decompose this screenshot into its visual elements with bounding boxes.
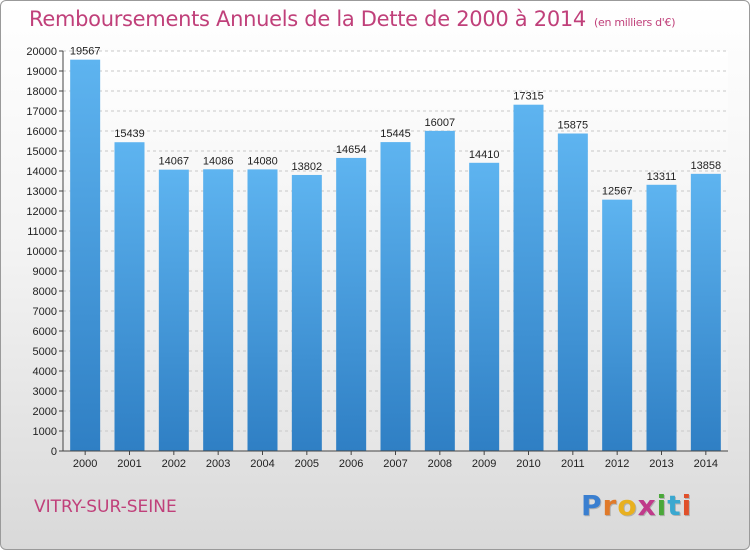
y-tick-label: 19000: [26, 66, 57, 78]
bar-value-label: 15875: [558, 120, 589, 132]
bar-2005: [291, 174, 322, 451]
logo-letter: r: [602, 489, 618, 522]
bar-value-label: 13802: [292, 161, 323, 173]
y-tick-label: 11000: [27, 226, 57, 238]
chart-subtitle: (en milliers d'€): [594, 16, 676, 29]
y-tick-label: 4000: [33, 366, 57, 378]
logo-letter: i: [681, 489, 693, 522]
x-tick-label: 2011: [561, 458, 585, 470]
x-tick-label: 2014: [694, 458, 718, 470]
bar-value-label: 14654: [336, 144, 367, 156]
x-tick-label: 2008: [428, 458, 452, 470]
bar-2002: [158, 169, 189, 451]
y-tick-label: 3000: [33, 386, 57, 398]
y-tick-label: 12000: [26, 206, 57, 218]
y-tick-label: 15000: [26, 146, 57, 158]
bar-2009: [469, 162, 500, 452]
bar-value-label: 15445: [380, 128, 411, 140]
logo-letter: o: [617, 489, 638, 522]
x-tick-label: 2003: [206, 458, 230, 470]
y-tick-label: 10000: [26, 246, 57, 258]
bar-value-label: 14410: [469, 149, 500, 161]
x-tick-label: 2002: [162, 458, 186, 470]
chart-title: Remboursements Annuels de la Dette de 20…: [29, 7, 675, 31]
bar-2003: [203, 169, 234, 451]
x-tick-label: 2000: [73, 458, 97, 470]
logo-letter: i: [656, 489, 668, 522]
y-tick-label: 17000: [26, 106, 57, 118]
logo-letter: x: [637, 489, 657, 522]
y-tick-label: 2000: [33, 406, 57, 418]
bar-value-label: 13858: [691, 160, 722, 172]
bars: 19567 15439 14067 14086 14080 13802 14654 15445…: [70, 46, 722, 452]
logo-letter: t: [667, 489, 682, 522]
bar-2010: [513, 104, 544, 451]
logo-letter: P: [581, 489, 603, 522]
bar-value-label: 15439: [114, 128, 145, 140]
bar-2006: [336, 157, 367, 452]
y-tick-label: 6000: [33, 326, 57, 338]
bar-2001: [114, 142, 145, 451]
bar-value-label: 14067: [159, 156, 190, 168]
y-tick-label: 18000: [26, 86, 57, 98]
y-tick-label: 5000: [33, 346, 57, 358]
x-tick-label: 2005: [295, 458, 319, 470]
bar-value-label: 14080: [247, 155, 278, 167]
x-tick-label: 2004: [250, 458, 274, 470]
bar-value-label: 12567: [602, 186, 633, 198]
proxiti-logo[interactable]: Proxiti: [581, 489, 692, 522]
x-tick-label: 2001: [117, 458, 141, 470]
bar-value-label: 16007: [425, 117, 456, 129]
bar-value-label: 19567: [70, 46, 101, 58]
bar-2000: [70, 59, 101, 451]
chart-title-text: Remboursements Annuels de la Dette de 20…: [29, 7, 586, 31]
x-tick-label: 2007: [383, 458, 407, 470]
y-axis: 0 1000 2000 3000 4000 5000 6000 7000 8000 9000 100…: [26, 46, 64, 458]
x-tick-label: 2012: [605, 458, 629, 470]
bar-2014: [690, 173, 721, 451]
bar-2004: [247, 169, 278, 451]
x-tick-label: 2013: [649, 458, 673, 470]
y-tick-label: 8000: [33, 286, 57, 298]
bar-2008: [424, 130, 455, 452]
bar-2011: [557, 133, 588, 451]
bar-2007: [380, 142, 411, 451]
y-tick-label: 0: [51, 446, 57, 458]
x-axis: 2000 2001 2002 2003 2004 2005 2006 2007 2008 2009…: [63, 450, 728, 470]
y-tick-label: 1000: [33, 426, 57, 438]
y-tick-label: 7000: [33, 306, 57, 318]
x-tick-label: 2006: [339, 458, 363, 470]
bar-2013: [646, 184, 677, 451]
y-tick-label: 13000: [26, 186, 57, 198]
x-tick-label: 2010: [516, 458, 540, 470]
bar-value-label: 13311: [647, 171, 677, 183]
city-name: VITRY-SUR-SEINE: [34, 497, 177, 517]
bar-2012: [602, 199, 633, 451]
x-tick-label: 2009: [472, 458, 496, 470]
bar-value-label: 14086: [203, 155, 234, 167]
y-tick-label: 20000: [26, 46, 57, 58]
bar-value-label: 17315: [513, 91, 544, 103]
y-tick-label: 14000: [26, 166, 57, 178]
y-tick-label: 16000: [26, 126, 57, 138]
y-tick-label: 9000: [33, 266, 57, 278]
